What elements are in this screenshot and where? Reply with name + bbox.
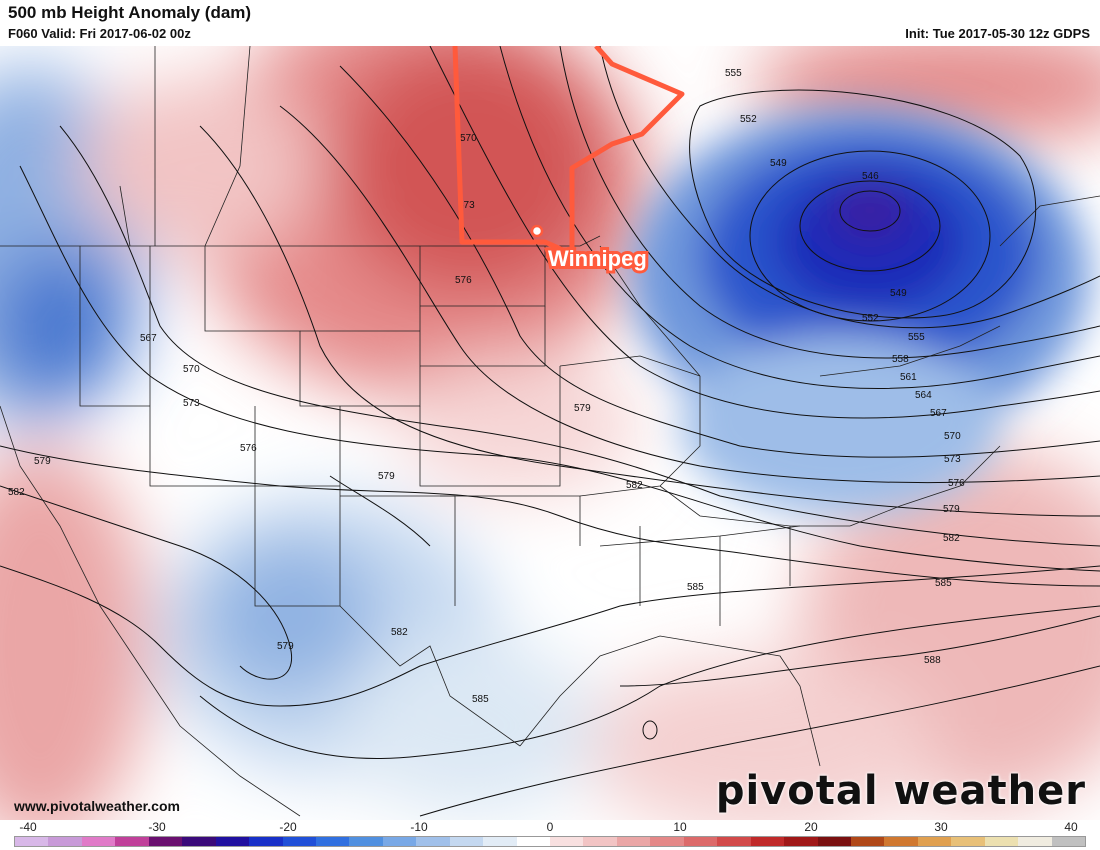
color-bar-swatch	[616, 837, 651, 846]
city-dot	[530, 224, 544, 238]
contour-label: 549	[890, 288, 907, 299]
color-bar-swatch	[115, 837, 149, 846]
contour-label: 576	[240, 443, 257, 454]
contour-label: 573	[183, 398, 200, 409]
contour-label: 579	[277, 641, 294, 652]
init-time: Init: Tue 2017-05-30 12z GDPS	[905, 26, 1090, 41]
header: 500 mb Height Anomaly (dam) F060 Valid: …	[0, 0, 1100, 46]
color-bar-swatch	[416, 837, 450, 846]
height-contours	[0, 46, 1100, 817]
valid-time: F060 Valid: Fri 2017-06-02 00z	[8, 26, 191, 41]
scale-tick: -40	[19, 820, 37, 834]
contour-label: 585	[687, 582, 704, 593]
weather-map: 546 549 552 555 549 552 555 558 561 564 …	[0, 46, 1100, 820]
contour-label: 579	[574, 403, 591, 414]
contour-label: 552	[740, 114, 757, 125]
color-bar-swatch	[984, 837, 1019, 846]
city-marker: Winnipeg	[530, 224, 650, 274]
contour-label: 579	[34, 456, 51, 467]
color-bar-swatch	[1018, 837, 1052, 846]
color-bar-swatch	[784, 837, 818, 846]
color-bar-swatch	[550, 837, 584, 846]
contour-label: 576	[455, 275, 472, 286]
contour-label: 585	[472, 694, 489, 705]
contour-label: 582	[626, 480, 643, 491]
contour-label: 549	[770, 158, 787, 169]
contour-label: 555	[725, 68, 742, 79]
color-bar-swatch	[282, 837, 316, 846]
contour-label: 552	[862, 313, 879, 324]
contour-label: 576	[948, 478, 965, 489]
map-title: 500 mb Height Anomaly (dam)	[8, 3, 252, 22]
scale-tick: -20	[279, 820, 297, 834]
color-bar-swatch	[817, 837, 851, 846]
anomaly-color-scale: -40 -30 -20 -10 0 10 20 30 40	[0, 820, 1100, 850]
contour-label: 564	[915, 390, 932, 401]
contour-label: 588	[924, 655, 941, 666]
contour-label: 579	[943, 504, 960, 515]
contour-label-low: 546	[862, 171, 879, 182]
contour-label: 573	[944, 454, 961, 465]
contour-label: 570	[944, 431, 961, 442]
brand-logo: pivotal weather	[715, 768, 1086, 814]
website-url: www.pivotalweather.com	[14, 798, 180, 814]
province-highlight-outline	[452, 46, 685, 257]
color-bar-swatch	[382, 837, 417, 846]
color-bar-swatch	[81, 837, 116, 846]
political-borders	[0, 46, 1100, 817]
color-bar-swatch	[1051, 837, 1085, 846]
scale-tick: 0	[546, 820, 554, 834]
color-bar-swatch	[449, 837, 484, 846]
scale-tick: -10	[410, 820, 428, 834]
color-bar-swatch	[683, 837, 718, 846]
color-bar-swatch	[650, 837, 684, 846]
color-bar-swatch	[182, 837, 216, 846]
color-bar-swatch	[850, 837, 885, 846]
color-bar-swatch	[917, 837, 952, 846]
contour-label: 585	[935, 578, 952, 589]
scale-tick: 40	[1064, 820, 1078, 834]
contour-label: 555	[908, 332, 925, 343]
contour-label: 582	[391, 627, 408, 638]
contour-label: 561	[900, 372, 917, 383]
contour-label: 567	[930, 408, 947, 419]
scale-tick: 20	[804, 820, 818, 834]
color-bar-swatch	[951, 837, 985, 846]
color-bar-swatch	[750, 837, 785, 846]
contour-label: 567	[140, 333, 157, 344]
color-bar-swatch	[349, 837, 383, 846]
map-canvas: 546 549 552 555 549 552 555 558 561 564 …	[0, 46, 1100, 820]
scale-tick: -30	[148, 820, 166, 834]
color-bar-swatch	[15, 837, 49, 846]
color-bar-swatch	[215, 837, 250, 846]
color-bar-swatch	[483, 837, 517, 846]
contour-label: 582	[943, 533, 960, 544]
color-bar-swatch	[148, 837, 183, 846]
color-bar	[14, 836, 1086, 847]
color-bar-swatch	[583, 837, 617, 846]
color-bar-swatch	[249, 837, 283, 846]
contour-label: 573	[458, 200, 475, 211]
color-bar-swatch	[48, 837, 82, 846]
contour-label: 570	[460, 133, 477, 144]
scale-tick: 30	[934, 820, 948, 834]
contour-label: 570	[183, 364, 200, 375]
contour-labels: 546 549 552 555 549 552 555 558 561 564 …	[8, 68, 965, 705]
contour-label: 558	[892, 354, 909, 365]
contour-label: 579	[378, 471, 395, 482]
color-bar-swatch	[516, 837, 550, 846]
scale-tick: 10	[673, 820, 687, 834]
color-bar-swatch	[315, 837, 350, 846]
city-label: Winnipeg	[548, 246, 647, 271]
contour-label: 582	[8, 487, 25, 498]
color-bar-swatch	[884, 837, 918, 846]
color-bar-swatch	[717, 837, 751, 846]
